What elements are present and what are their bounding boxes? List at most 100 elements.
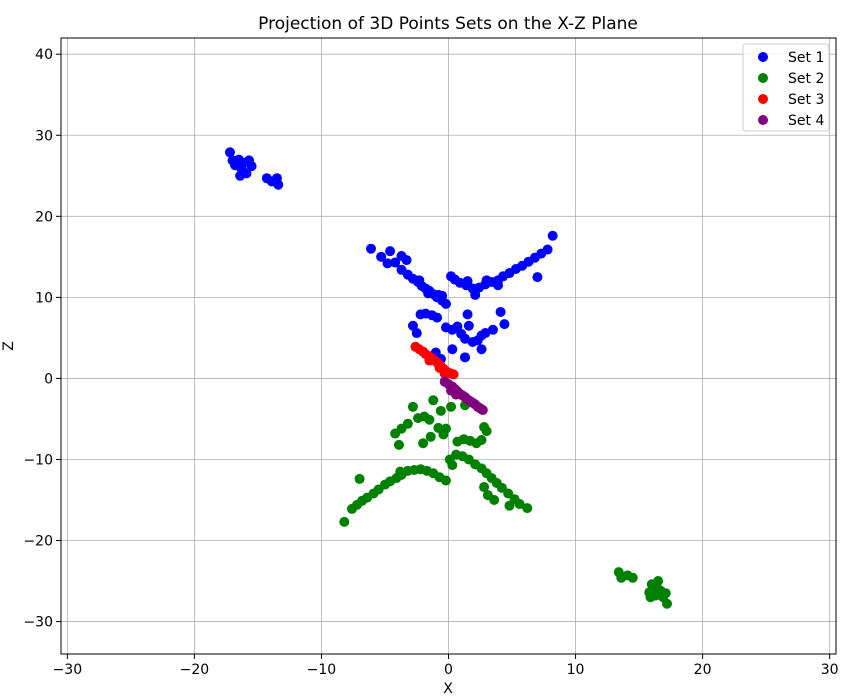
point-set-1: [273, 179, 284, 190]
ticks: −30 −20 −10 0 10 20 30 −30 −20 −10 0 10 20 30 40: [23, 47, 838, 678]
points-layer: [224, 147, 673, 609]
y-tick-label: 0: [44, 371, 53, 387]
point-set-1: [411, 328, 422, 339]
y-tick-label: −10: [23, 452, 53, 468]
y-tick-label: −20: [23, 534, 53, 550]
point-set-2: [428, 395, 439, 406]
point-set-2: [425, 431, 436, 442]
point-set-2: [446, 401, 457, 412]
point-set-1: [437, 290, 448, 301]
legend-box: [742, 43, 830, 132]
y-tick-label: 40: [35, 47, 53, 63]
point-set-1: [385, 246, 396, 257]
point-set-1: [432, 312, 443, 323]
point-set-2: [418, 438, 429, 449]
series-set-1: [224, 147, 558, 364]
point-set-2: [424, 414, 435, 425]
point-set-1: [495, 306, 506, 317]
x-axis-label: X: [443, 681, 453, 697]
point-set-1: [481, 275, 492, 286]
point-set-1: [376, 251, 387, 262]
x-tick-label: −20: [180, 662, 210, 678]
point-set-1: [235, 170, 246, 181]
point-set-2: [479, 482, 490, 493]
legend-label-set-1: Set 1: [788, 50, 824, 66]
point-set-2: [481, 426, 492, 437]
point-set-2: [393, 439, 404, 450]
y-axis-label: Z: [1, 341, 17, 351]
point-set-1: [460, 352, 471, 363]
legend-label-set-3: Set 3: [788, 92, 824, 108]
point-set-1: [542, 244, 553, 255]
legend-marker-set-4: [758, 115, 768, 125]
point-set-2: [435, 405, 446, 416]
point-set-2: [440, 423, 451, 434]
point-set-2: [447, 460, 458, 471]
legend-marker-set-3: [758, 94, 768, 104]
point-set-2: [522, 503, 533, 514]
point-set-4: [477, 405, 488, 416]
y-tick-label: 10: [35, 290, 53, 306]
point-set-1: [440, 298, 451, 309]
x-tick-label: −10: [307, 662, 337, 678]
point-set-1: [382, 258, 393, 269]
point-set-1: [499, 319, 510, 330]
x-tick-label: 30: [821, 662, 839, 678]
point-set-1: [390, 257, 401, 268]
x-tick-label: 0: [444, 662, 453, 678]
point-set-2: [354, 473, 365, 484]
point-set-1: [493, 280, 504, 291]
point-set-2: [660, 588, 671, 599]
point-set-2: [407, 401, 418, 412]
point-set-3: [448, 369, 459, 380]
point-set-1: [460, 333, 471, 344]
series-set-2: [339, 395, 673, 609]
point-set-2: [440, 475, 451, 486]
point-set-2: [482, 490, 493, 501]
point-set-1: [476, 344, 487, 355]
point-set-1: [487, 324, 498, 335]
series-set-4: [439, 376, 488, 416]
y-tick-label: 20: [35, 209, 53, 225]
point-set-2: [662, 598, 673, 609]
point-set-2: [645, 592, 656, 603]
y-tick-label: 30: [35, 128, 53, 144]
legend: Set 1 Set 2 Set 3 Set 4: [742, 43, 830, 132]
point-set-1: [423, 288, 434, 299]
point-set-2: [504, 500, 515, 511]
legend-marker-set-2: [758, 73, 768, 83]
legend-label-set-4: Set 4: [788, 113, 824, 129]
point-set-2: [402, 418, 413, 429]
point-set-2: [514, 499, 525, 510]
series-set-3: [410, 341, 459, 380]
point-set-4: [451, 389, 462, 400]
point-set-2: [627, 572, 638, 583]
point-set-1: [366, 243, 376, 254]
x-tick-label: −30: [53, 662, 83, 678]
point-set-1: [470, 289, 481, 300]
point-set-1: [246, 161, 257, 172]
point-set-1: [401, 255, 412, 266]
y-tick-label: −30: [23, 615, 53, 631]
point-set-2: [476, 435, 487, 446]
point-set-1: [532, 272, 543, 283]
point-set-1: [462, 276, 473, 287]
point-set-1: [414, 275, 425, 286]
point-set-1: [224, 147, 235, 158]
point-set-3: [434, 362, 445, 373]
point-set-1: [547, 230, 558, 241]
point-set-1: [463, 320, 474, 331]
point-set-2: [651, 582, 662, 593]
x-tick-label: 10: [567, 662, 585, 678]
point-set-2: [395, 466, 406, 477]
point-set-2: [339, 516, 350, 527]
point-set-1: [480, 328, 491, 339]
point-set-1: [462, 309, 473, 320]
x-tick-label: 20: [694, 662, 712, 678]
legend-label-set-2: Set 2: [788, 71, 824, 87]
point-set-3: [424, 355, 435, 366]
legend-marker-set-1: [758, 52, 768, 62]
chart-title: Projection of 3D Points Sets on the X-Z …: [258, 14, 638, 34]
point-set-1: [447, 344, 458, 355]
